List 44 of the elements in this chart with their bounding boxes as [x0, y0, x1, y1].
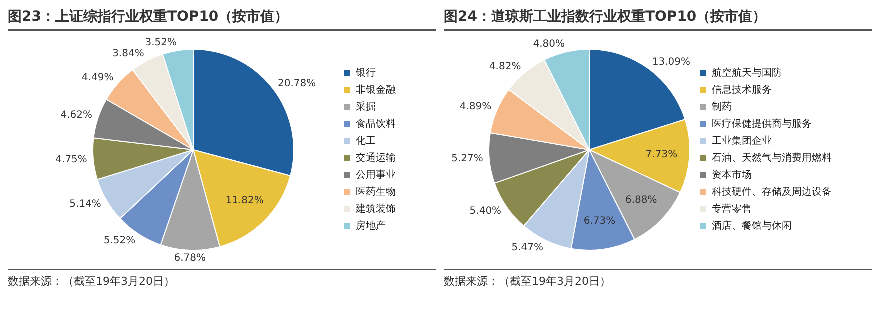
- source-note: 数据来源：（截至19年3月20日）: [8, 274, 176, 289]
- legend-label: 医疗保健提供商与服务: [712, 118, 812, 130]
- legend-label: 科技硬件、存储及周边设备: [712, 186, 832, 198]
- data-label: 5.52%: [104, 236, 136, 247]
- legend-label: 石油、天然气与消费用燃料: [712, 152, 832, 164]
- chart-title: 图24：道琼斯工业指数行业权重TOP10（按市值）: [444, 8, 872, 31]
- data-label: 4.75%: [56, 154, 88, 166]
- data-label: 4.62%: [60, 110, 92, 122]
- legend-label: 信息技术服务: [712, 84, 772, 96]
- data-label: 4.80%: [533, 38, 566, 50]
- legend-label: 公用事业: [356, 169, 396, 182]
- legend-label: 建筑装饰: [355, 203, 396, 216]
- legend-label: 专营零售: [712, 203, 752, 216]
- data-label: 20.78%: [278, 78, 316, 90]
- legend-label: 采掘: [356, 101, 376, 114]
- legend-label: 食品饮料: [356, 118, 396, 130]
- data-label: 4.89%: [460, 102, 492, 113]
- data-label: 5.14%: [70, 199, 102, 210]
- data-label: 6.88%: [625, 195, 658, 206]
- data-label: 3.52%: [145, 37, 178, 48]
- source-note: 数据来源：（截至19年3月20日）: [444, 274, 612, 289]
- data-label: 5.47%: [512, 242, 544, 254]
- legend-label: 工业集团企业: [712, 135, 772, 148]
- legend-label: 非银金融: [356, 84, 396, 96]
- legend-label: 银行: [355, 68, 376, 80]
- data-label: 13.09%: [652, 57, 691, 68]
- data-label: 5.40%: [470, 206, 502, 217]
- legend-label: 交通运输: [356, 152, 396, 164]
- legend-label: 医药生物: [356, 186, 396, 198]
- data-label: 6.78%: [174, 253, 206, 264]
- legend-label: 资本市场: [712, 169, 752, 182]
- legend-label: 酒店、餐馆与休闲: [712, 220, 792, 232]
- legend-label: 化工: [356, 135, 376, 148]
- legend-label: 房地产: [356, 220, 386, 232]
- data-label: 7.73%: [646, 149, 678, 160]
- data-label: 4.49%: [82, 72, 114, 84]
- data-label: 11.82%: [226, 196, 264, 207]
- data-label: 3.84%: [112, 48, 144, 60]
- chart-title: 图23：上证综指行业权重TOP10（按市值）: [8, 8, 436, 31]
- legend-label: 航空航天与国防: [712, 67, 782, 80]
- data-label: 6.73%: [584, 216, 616, 228]
- data-label: 5.27%: [452, 154, 484, 165]
- data-label: 4.82%: [489, 61, 522, 72]
- legend-label: 制药: [712, 101, 732, 114]
